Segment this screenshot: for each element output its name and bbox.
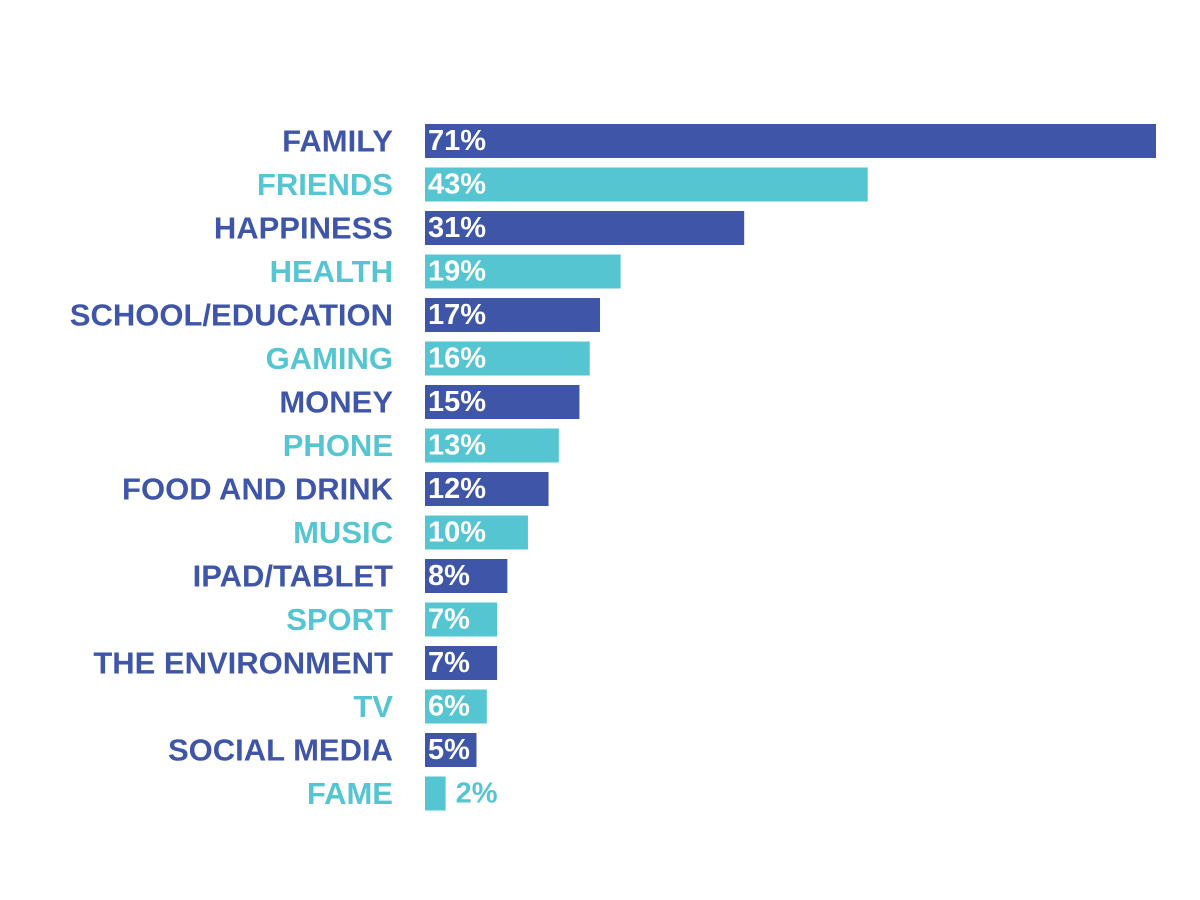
category-label: TV: [353, 689, 393, 724]
data-label: 71%: [428, 125, 486, 157]
bar: [425, 646, 498, 680]
category-label: SPORT: [286, 602, 393, 637]
bar: [425, 472, 549, 506]
bar: [425, 559, 508, 593]
bar: [425, 428, 559, 463]
category-label: HAPPINESS: [214, 211, 393, 246]
category-label: MUSIC: [293, 515, 393, 550]
bar: [425, 167, 868, 202]
bar: [425, 689, 487, 724]
bar: [425, 776, 446, 811]
bar: [425, 341, 590, 376]
data-label: 5%: [428, 734, 470, 766]
category-label: PHONE: [283, 428, 393, 463]
bar: [425, 254, 621, 289]
bar: [425, 515, 528, 550]
data-label: 19%: [428, 256, 486, 288]
data-label: 10%: [428, 517, 486, 549]
category-label: FRIENDS: [257, 167, 393, 202]
data-label: 6%: [428, 691, 470, 723]
bar: [425, 602, 498, 637]
bar: [425, 385, 580, 419]
data-label: 17%: [428, 299, 486, 331]
category-label: MONEY: [279, 385, 393, 420]
data-label: 7%: [428, 604, 470, 636]
category-label: FOOD AND DRINK: [122, 472, 394, 507]
category-label: GAMING: [266, 341, 393, 376]
data-label: 7%: [428, 647, 470, 679]
bar: [425, 211, 745, 245]
data-label: 16%: [428, 343, 486, 375]
category-label: HEALTH: [270, 254, 393, 289]
data-label: 13%: [428, 430, 486, 462]
data-label: 12%: [428, 473, 486, 505]
data-label: 2%: [456, 778, 498, 810]
category-label: SCHOOL/EDUCATION: [70, 298, 393, 333]
category-label: SOCIAL MEDIA: [168, 733, 393, 768]
category-label: IPAD/TABLET: [193, 559, 393, 594]
category-label: FAME: [307, 776, 393, 811]
data-label: 15%: [428, 386, 486, 418]
data-label: 8%: [428, 560, 470, 592]
data-label: 43%: [428, 169, 486, 201]
bar: [425, 733, 477, 767]
bar: [425, 124, 1156, 158]
bar: [425, 298, 601, 332]
category-label: FAMILY: [282, 124, 393, 159]
data-label: 31%: [428, 212, 486, 244]
category-label: THE ENVIRONMENT: [93, 646, 393, 681]
